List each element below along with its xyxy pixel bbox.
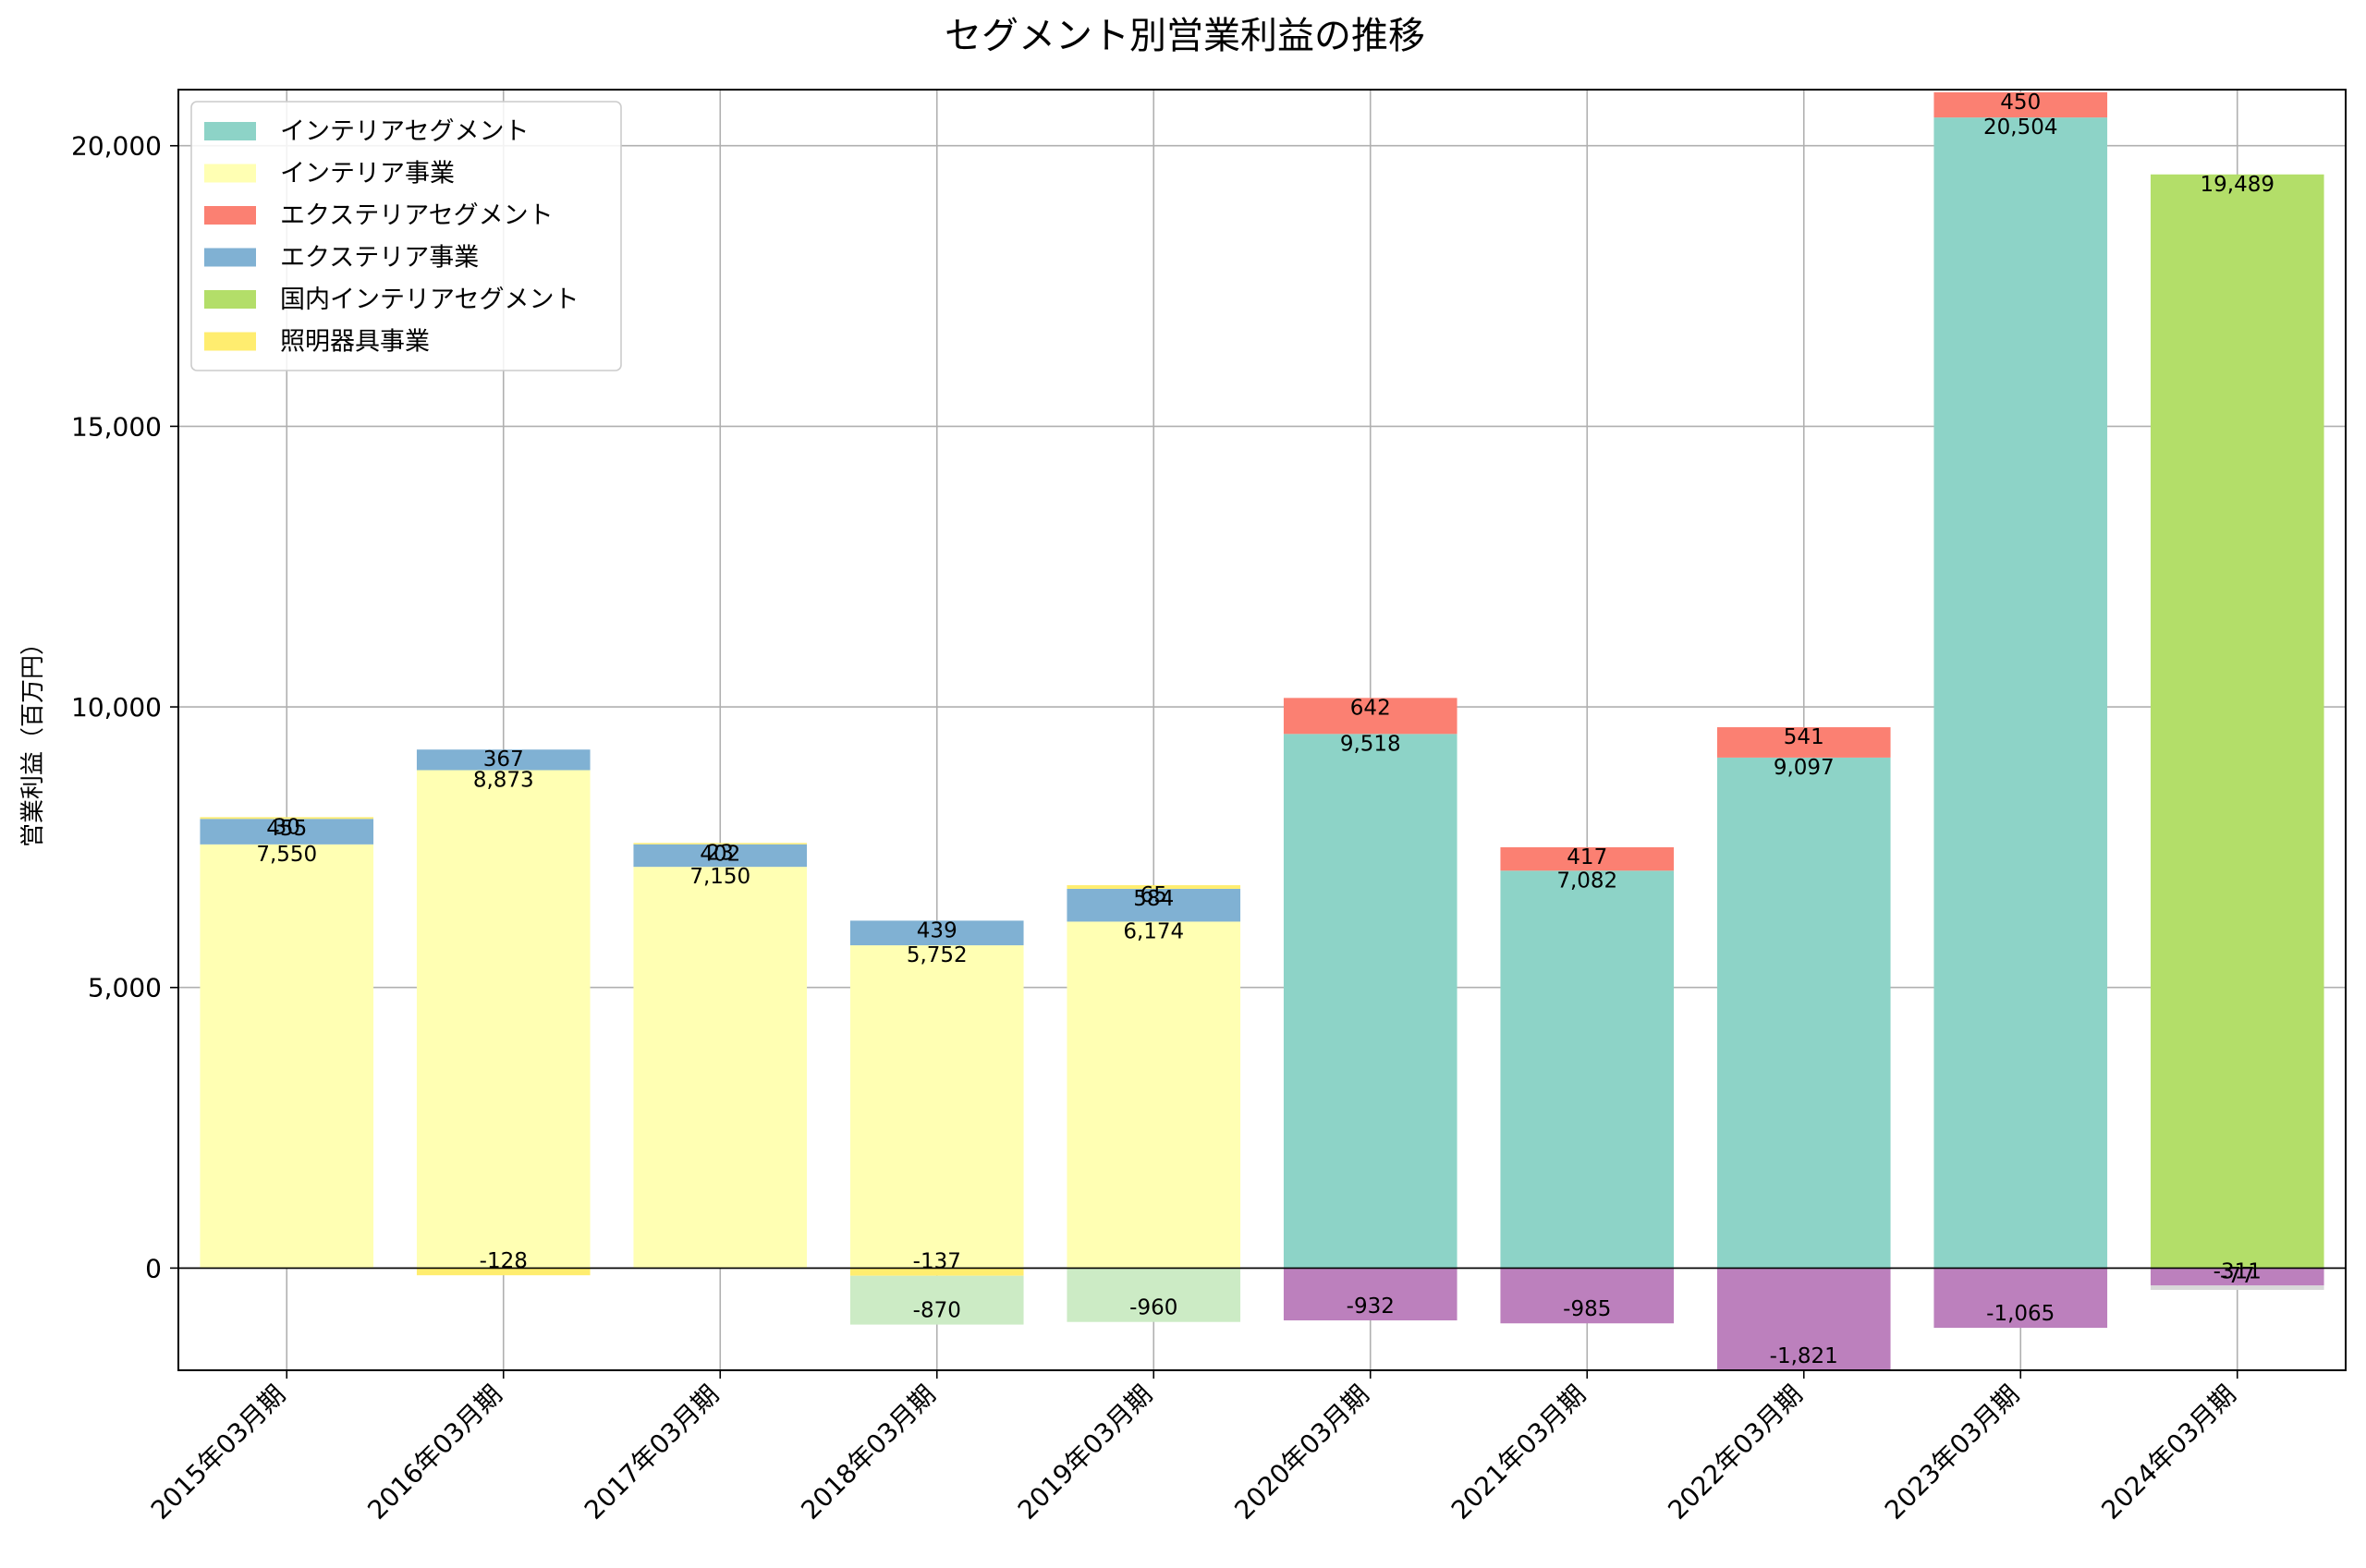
bar-segment bbox=[416, 1268, 591, 1276]
bar-data-label: 642 bbox=[1350, 696, 1391, 720]
bar-data-label: 23 bbox=[707, 841, 734, 865]
legend-swatch bbox=[204, 332, 256, 351]
bar-segment bbox=[416, 770, 591, 1269]
bar-data-label: 9,097 bbox=[1774, 756, 1835, 780]
bar-data-label: 455 bbox=[266, 817, 307, 841]
bar-segment bbox=[1067, 1268, 1241, 1322]
bar-segment bbox=[633, 867, 808, 1269]
bar-data-label: 584 bbox=[1133, 887, 1174, 911]
bar-data-label: 19,489 bbox=[2201, 173, 2275, 197]
bar-data-label: -311 bbox=[2214, 1259, 2262, 1283]
bar-data-label: 7,550 bbox=[256, 843, 317, 867]
bar-segment bbox=[1933, 117, 2108, 1269]
bar-segment bbox=[1716, 1268, 1891, 1370]
y-axis-label: 営業利益（百万円） bbox=[19, 631, 47, 847]
legend-swatch bbox=[204, 206, 256, 225]
bar-segment bbox=[849, 1268, 1024, 1276]
bar-segment bbox=[200, 819, 374, 845]
bar-segment bbox=[633, 843, 808, 845]
bar-data-label: 402 bbox=[700, 843, 740, 867]
bar-data-label: -128 bbox=[480, 1249, 528, 1273]
legend-label: エクステリア事業 bbox=[280, 244, 479, 273]
legend-label: 照明器具事業 bbox=[280, 328, 430, 357]
bar-data-label: -932 bbox=[1347, 1295, 1395, 1319]
legend-swatch bbox=[204, 122, 256, 140]
bar-segment bbox=[1067, 885, 1241, 889]
legend-box bbox=[190, 101, 622, 371]
bar-data-label: 5,752 bbox=[907, 943, 968, 967]
bar-data-label: 65 bbox=[1140, 883, 1167, 907]
y-tick-label: 15,000 bbox=[71, 411, 162, 442]
bar-data-label: -870 bbox=[913, 1299, 961, 1323]
bar-data-label: 7,150 bbox=[689, 865, 750, 889]
bar-data-label: -137 bbox=[913, 1250, 961, 1274]
bar-data-label: 417 bbox=[1567, 845, 1607, 869]
bar-segment bbox=[1500, 846, 1675, 871]
bars bbox=[200, 91, 2324, 1370]
bar-segment bbox=[1283, 698, 1457, 735]
bar-segment bbox=[1283, 734, 1457, 1269]
bar-data-label: 30 bbox=[274, 815, 300, 839]
bar-segment bbox=[1716, 727, 1891, 758]
bar-segment bbox=[1716, 757, 1891, 1269]
legend-label: 国内インテリアセグメント bbox=[280, 286, 579, 314]
bar-data-label: 8,873 bbox=[473, 769, 534, 793]
bar-segment bbox=[1500, 1268, 1675, 1324]
bar-data-label: -1,065 bbox=[1986, 1302, 2055, 1326]
bar-data-label: -985 bbox=[1563, 1297, 1611, 1321]
bar-segment bbox=[1500, 870, 1675, 1269]
bar-segment bbox=[849, 920, 1024, 946]
legend-swatch bbox=[204, 248, 256, 267]
bar-data-labels: 9,518 7,082 9,097 20,504 7,550 8,873 7,150 5,75… bbox=[256, 91, 2275, 1368]
legend: インテリアセグメントインテリア事業エクステリアセグメントエクステリア事業国内イン… bbox=[190, 101, 622, 371]
bar-data-label: -960 bbox=[1129, 1296, 1177, 1320]
bar-segment bbox=[416, 749, 591, 771]
bar-segment bbox=[1067, 921, 1241, 1269]
bar-data-label: 6,174 bbox=[1123, 919, 1184, 943]
legend-swatch bbox=[204, 164, 256, 183]
legend-swatch bbox=[204, 290, 256, 309]
bar-segment bbox=[849, 945, 1024, 1269]
bar-segment bbox=[633, 844, 808, 868]
bar-segment bbox=[1283, 1268, 1457, 1321]
bar-segment bbox=[1933, 91, 2108, 118]
bar-segment bbox=[200, 817, 374, 820]
y-tick-label: 5,000 bbox=[88, 973, 162, 1003]
bar-segment bbox=[2150, 1268, 2324, 1286]
bar-segment bbox=[2150, 1285, 2324, 1290]
bar-data-label: 9,518 bbox=[1340, 732, 1401, 756]
bar-segment bbox=[1067, 888, 1241, 922]
legend-label: エクステリアセグメント bbox=[280, 201, 554, 230]
bar-segment bbox=[849, 1275, 1024, 1325]
y-tick-label: 10,000 bbox=[71, 692, 162, 723]
bar-data-label: 7,082 bbox=[1556, 869, 1617, 893]
plot-frame bbox=[177, 89, 2347, 1371]
bar-segment bbox=[2150, 174, 2324, 1269]
bar-data-label: 541 bbox=[1784, 725, 1824, 749]
y-tick-label: 0 bbox=[145, 1253, 162, 1283]
bar-data-label: -77 bbox=[2220, 1264, 2255, 1288]
bar-data-label: 439 bbox=[917, 918, 957, 942]
chart-title: セグメント別営業利益の推移 bbox=[945, 15, 1425, 57]
legend-label: インテリアセグメント bbox=[280, 117, 529, 146]
legend-label: インテリア事業 bbox=[280, 160, 455, 188]
bar-data-label: 20,504 bbox=[1983, 115, 2057, 140]
y-tick-label: 20,000 bbox=[71, 131, 162, 162]
bar-data-label: 367 bbox=[483, 748, 524, 772]
bar-segment bbox=[200, 844, 374, 1269]
bar-data-label: 450 bbox=[2000, 91, 2041, 115]
bar-data-label: -1,821 bbox=[1770, 1344, 1838, 1368]
bar-segment bbox=[1933, 1268, 2108, 1329]
